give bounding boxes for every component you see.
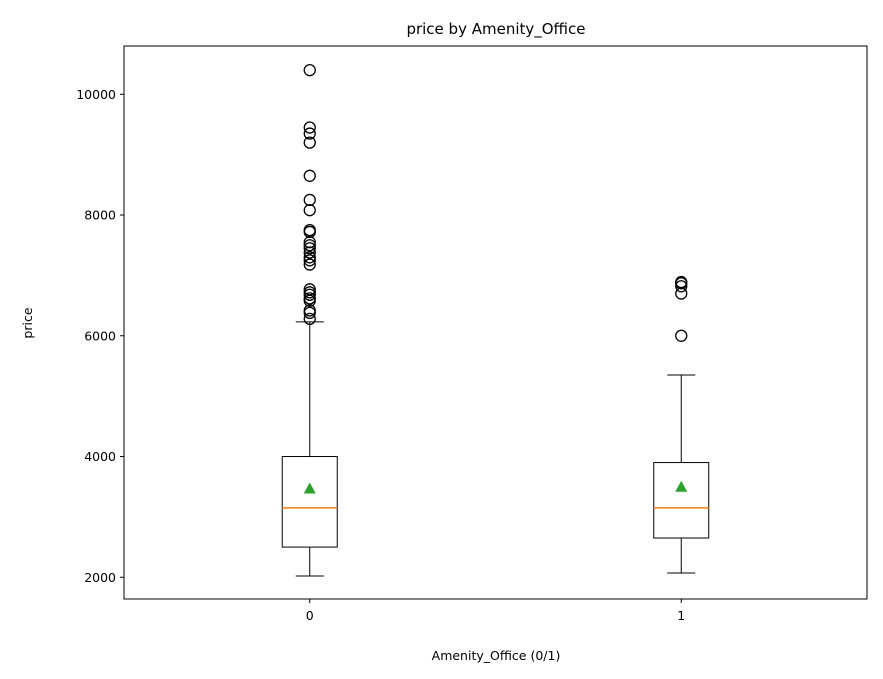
outlier-point <box>303 193 316 207</box>
mean-marker <box>303 482 316 494</box>
x-tick-label: 1 <box>677 608 685 623</box>
plot-area <box>124 46 867 599</box>
y-tick-label: 2000 <box>84 570 116 585</box>
x-tick-label: 0 <box>306 608 314 623</box>
outlier-point <box>675 275 688 289</box>
y-tick-label: 6000 <box>84 328 116 343</box>
plot-frame <box>123 45 868 600</box>
outlier-point <box>303 63 316 77</box>
y-axis-label: price <box>20 307 35 338</box>
outlier-point <box>303 304 316 317</box>
box-group-1 <box>653 275 710 574</box>
outlier-point <box>303 236 316 249</box>
outlier-point <box>303 286 316 299</box>
y-tick-label: 4000 <box>84 449 116 464</box>
outlier-point <box>303 251 316 264</box>
outlier-point <box>303 254 316 267</box>
outlier-point <box>303 258 316 271</box>
x-axis-label: Amenity_Office (0/1) <box>432 648 561 663</box>
outlier-point <box>303 127 316 140</box>
outlier-point <box>303 292 316 305</box>
outlier-point <box>675 280 688 293</box>
outlier-point <box>303 242 316 255</box>
mean-marker <box>675 480 688 492</box>
outlier-point <box>303 223 316 237</box>
outlier-point <box>303 169 316 182</box>
y-tick-label: 10000 <box>76 87 116 102</box>
y-tick-label: 8000 <box>84 208 116 223</box>
outlier-point <box>303 312 316 326</box>
iqr-box <box>653 462 710 539</box>
box-group-0 <box>281 63 338 577</box>
outlier-point <box>303 121 316 134</box>
iqr-box <box>281 456 338 548</box>
outlier-point <box>303 136 316 149</box>
outlier-point <box>675 329 688 342</box>
outlier-point <box>303 246 316 259</box>
outlier-point <box>303 239 316 252</box>
outlier-point <box>303 283 316 296</box>
chart-title: price by Amenity_Office <box>406 20 585 39</box>
outlier-point <box>303 204 316 217</box>
